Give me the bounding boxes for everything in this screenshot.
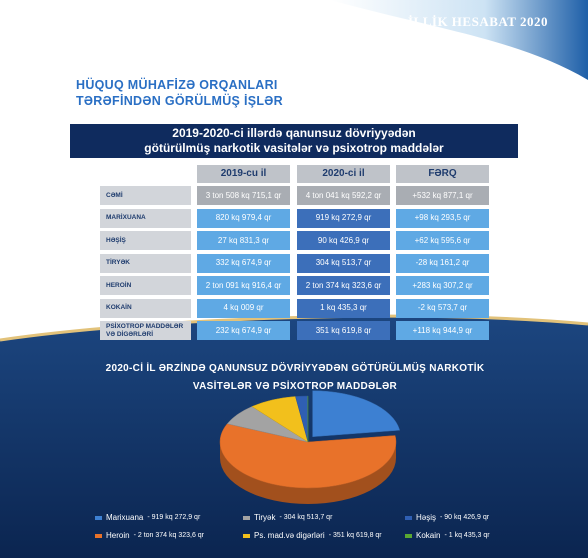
legend-label: Həşiş — [416, 513, 437, 522]
legend-item: Marixuana - 919 kq 272,9 qr — [95, 513, 200, 522]
table-cell: 2 ton 091 kq 916,4 qr — [197, 276, 290, 295]
table-cell: 90 kq 426,9 qr — [297, 231, 390, 250]
table-cell: 4 ton 041 kq 592,2 qr — [297, 186, 390, 205]
table-cell: -2 kq 573,7 qr — [396, 298, 489, 318]
legend-item: Kokain - 1 kq 435,3 qr — [405, 531, 490, 540]
legend-value: - 90 kq 426,9 qr — [440, 514, 490, 521]
chart-title: 2020-Cİ İL ƏRZİNDƏ QANUNSUZ DÖVRİYYƏDƏN … — [105, 363, 485, 392]
column-header: 2019-cu il — [197, 165, 290, 183]
legend-swatch — [95, 533, 102, 538]
legend-item: Tiryək - 304 kq 513,7 qr — [243, 513, 332, 522]
legend-item: Həşiş - 90 kq 426,9 qr — [405, 513, 489, 522]
table-cell: 4 kq 009 qr — [197, 298, 290, 318]
column-header: FƏRQ — [396, 165, 489, 183]
legend-swatch — [405, 533, 412, 538]
section-title: TƏRƏFİNDƏN GÖRÜLMÜŞ İŞLƏR — [76, 94, 283, 108]
badge: İLLİK HESABAT 2020 — [407, 14, 548, 29]
table-cell: 27 kq 831,3 qr — [197, 231, 290, 250]
legend-swatch — [243, 533, 250, 538]
legend-item: Ps. mad.və digərləri - 351 kq 619,8 qr — [243, 531, 382, 540]
table-cell: 2 ton 374 kq 323,6 qr — [297, 276, 390, 295]
row-label: MARİXUANA — [100, 208, 191, 228]
table-cell: 3 ton 508 kq 715,1 qr — [197, 186, 290, 205]
table-title-line: 2019-2020-ci illərdə qanunsuz dövriyyədə… — [172, 126, 416, 140]
row-label: HEROİN — [100, 276, 191, 295]
pie-slice — [312, 390, 401, 437]
legend-item: Heroin - 2 ton 374 kq 323,6 qr — [95, 531, 204, 540]
legend-swatch — [405, 515, 412, 520]
legend-value: - 351 kq 619,8 qr — [328, 532, 382, 539]
row-label: TİRYƏK — [100, 253, 191, 273]
legend-label: Heroin — [106, 531, 130, 540]
row-label: PSİXOTROP MADDƏLƏR VƏ DİGƏRLƏRİ — [100, 321, 191, 340]
legend-label: Ps. mad.və digərləri — [254, 531, 325, 540]
table-cell: 919 kq 272,9 qr — [297, 208, 390, 228]
row-label: CƏMİ — [100, 186, 191, 205]
pie-side — [220, 442, 396, 504]
table-cell: +283 kq 307,2 qr — [396, 276, 489, 295]
legend-value: - 1 kq 435,3 qr — [444, 532, 490, 539]
table-title-line: götürülmüş narkotik vasitələr və psixotr… — [144, 141, 444, 155]
legend-swatch — [243, 515, 250, 520]
table-cell: +532 kq 877,1 qr — [396, 186, 489, 205]
legend-value: - 2 ton 374 kq 323,6 qr — [133, 532, 205, 539]
table-cell: +118 kq 944,9 qr — [396, 321, 489, 340]
table-cell: 351 kq 619,8 qr — [297, 321, 390, 340]
column-header: 2020-ci il — [297, 165, 390, 183]
table-cell: 1 kq 435,3 qr — [297, 298, 390, 318]
table-cell: 820 kq 979,4 qr — [197, 208, 290, 228]
pie-chart — [219, 390, 401, 504]
legend-value: - 304 kq 513,7 qr — [279, 514, 333, 521]
gold-curve — [0, 314, 588, 342]
table-title: 2019-2020-ci illərdə qanunsuz dövriyyədə… — [70, 124, 518, 158]
table-cell: 232 kq 674,9 qr — [197, 321, 290, 340]
table-cell: +62 kq 595,6 qr — [396, 231, 489, 250]
legend-value: - 919 kq 272,9 qr — [147, 514, 201, 521]
row-label: KOKAİN — [100, 298, 191, 318]
legend-label: Kokain — [416, 531, 441, 540]
pie-slice — [219, 423, 397, 489]
section-title: HÜQUQ MÜHAFİZƏ ORQANLARI — [76, 78, 278, 92]
legend-label: Marixuana — [106, 513, 144, 522]
legend-label: Tiryək — [254, 513, 276, 522]
row-label: HƏŞİŞ — [100, 231, 191, 250]
table-cell: +98 kq 293,5 qr — [396, 208, 489, 228]
header-band — [330, 0, 588, 80]
table-cell: -28 kq 161,2 qr — [396, 253, 489, 273]
table-cell: 332 kq 674,9 qr — [197, 253, 290, 273]
legend-swatch — [95, 515, 102, 520]
table-cell: 304 kq 513,7 qr — [297, 253, 390, 273]
